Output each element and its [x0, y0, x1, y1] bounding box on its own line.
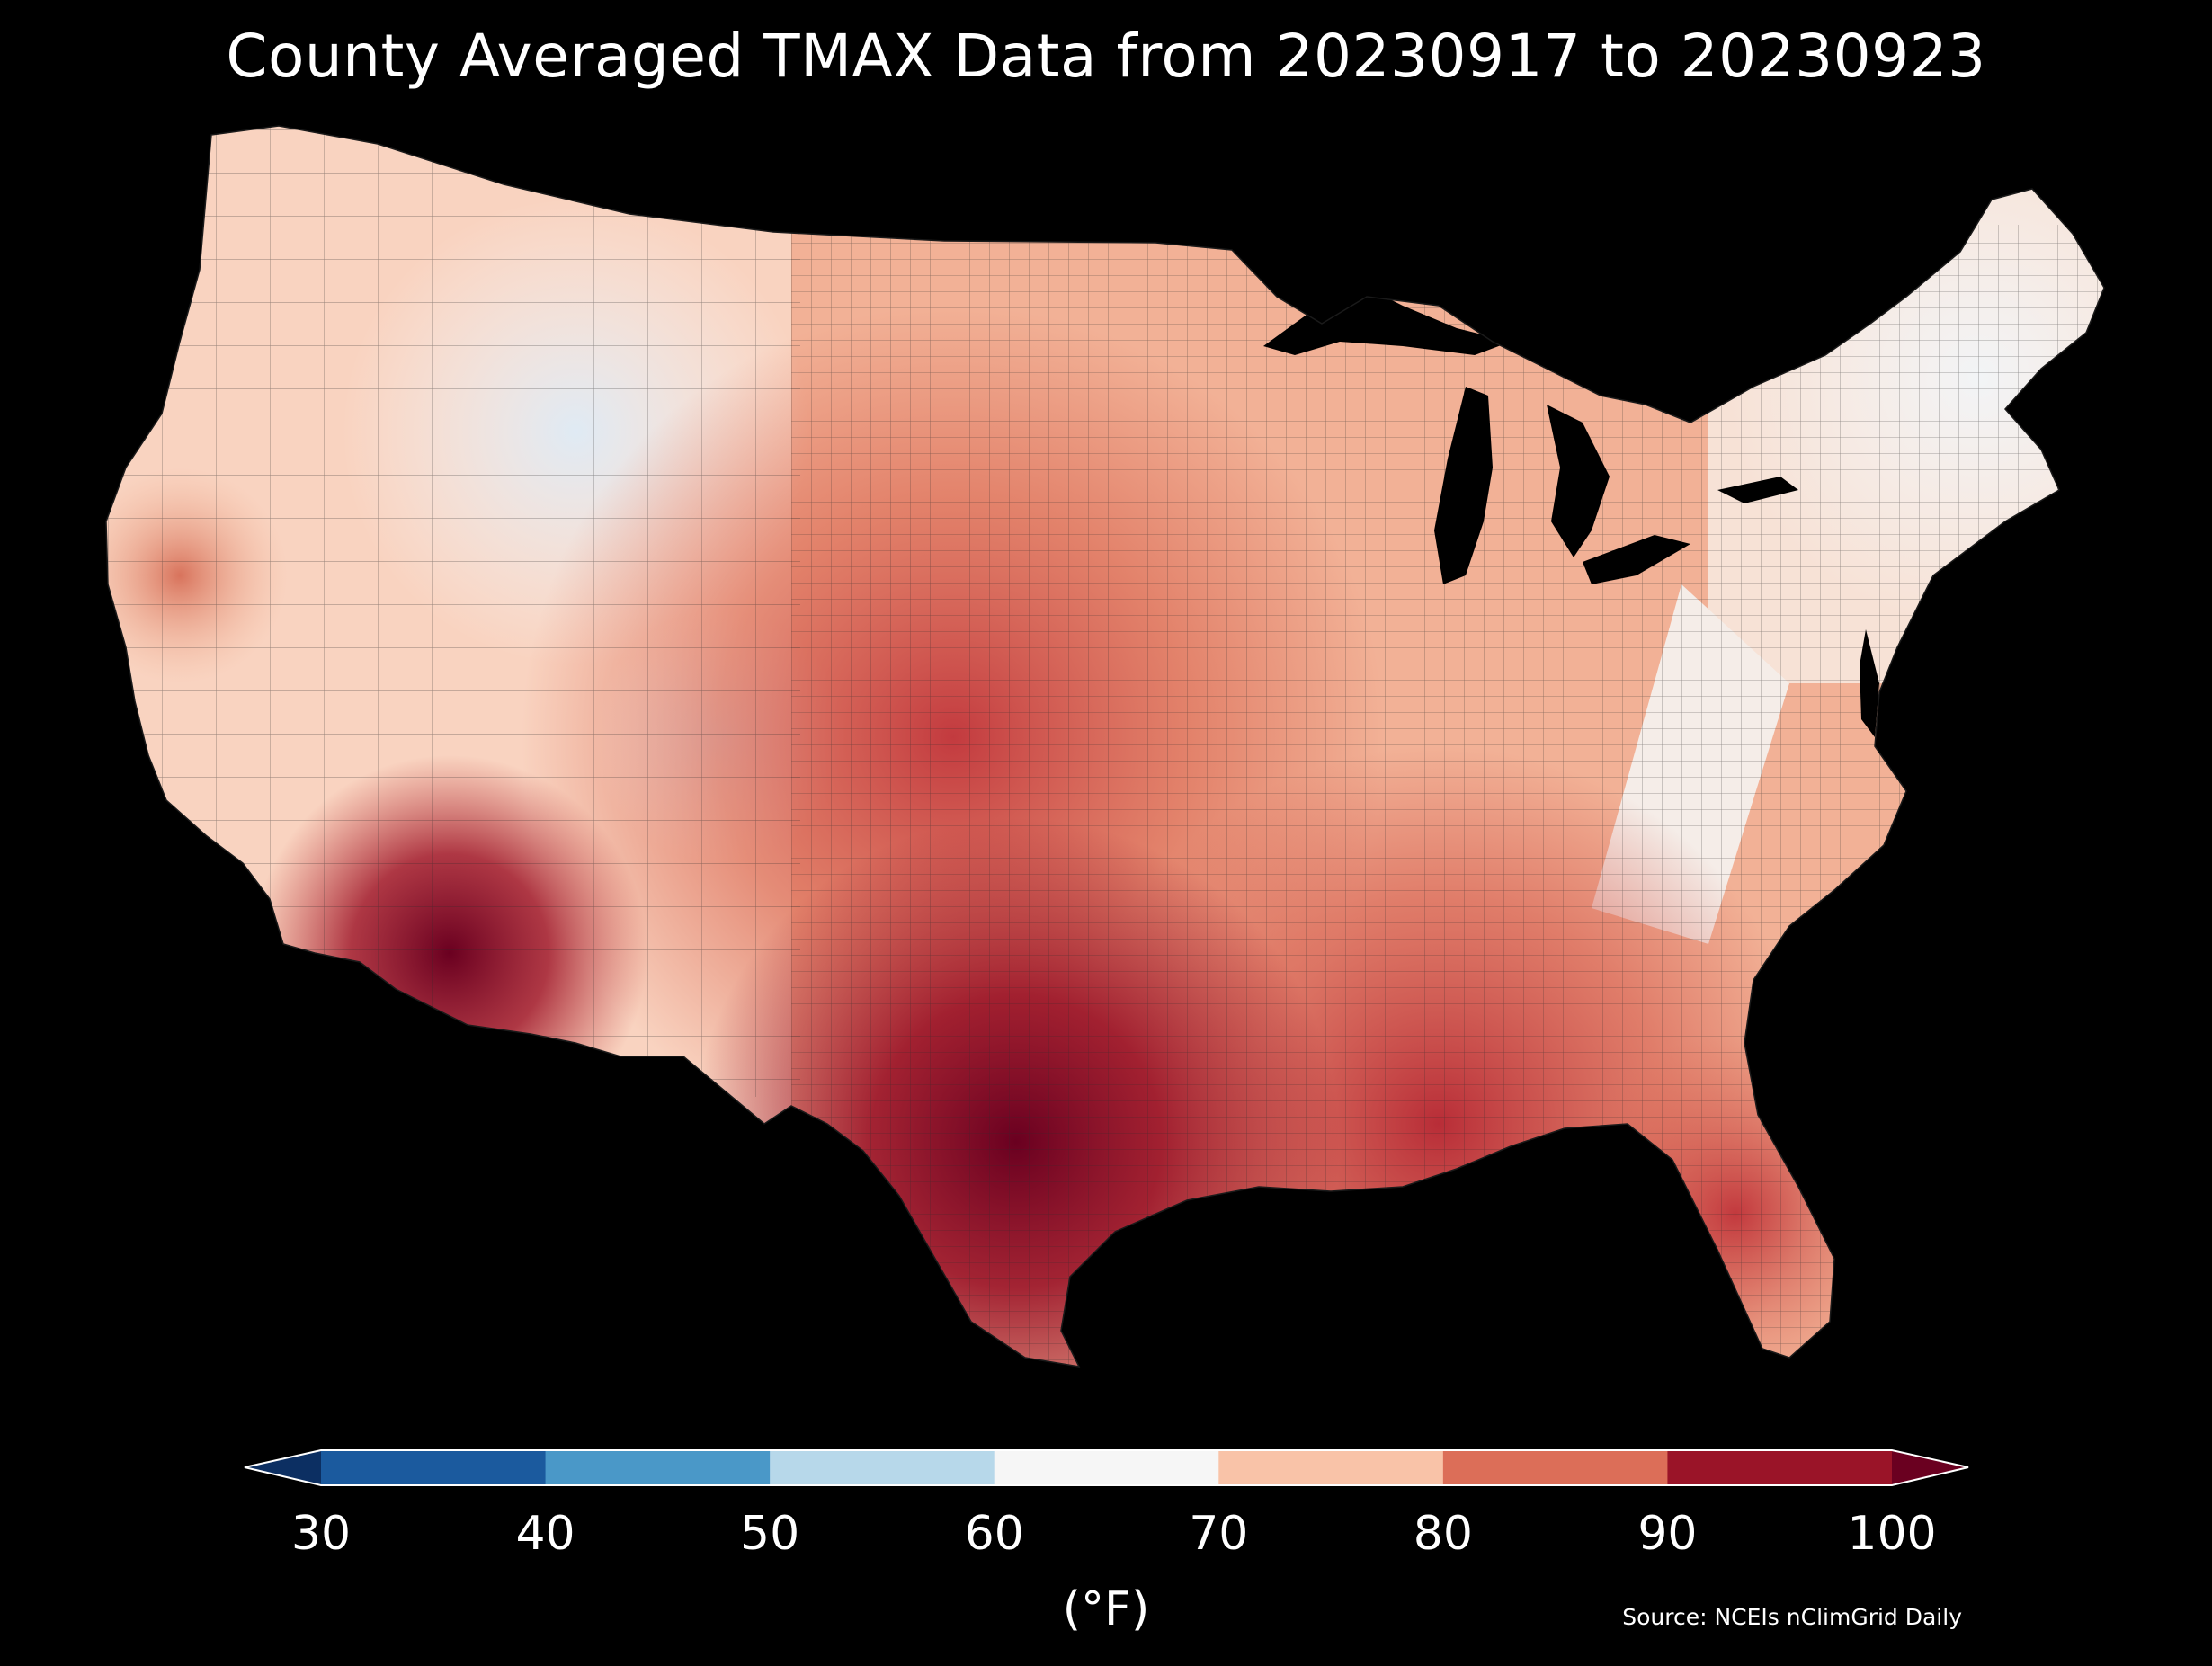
- colorbar-tick-label: 90: [1637, 1507, 1698, 1561]
- source-note: Source: NCEIs nClimGrid Daily: [1622, 1604, 1962, 1630]
- colorbar-tick-label: 60: [964, 1507, 1024, 1561]
- colorbar-extend-high: [1892, 1450, 1968, 1485]
- colorbar-bin-0: [321, 1450, 547, 1485]
- map-title: County Averaged TMAX Data from 20230917 …: [226, 22, 1986, 91]
- colorbar-bin-5: [1442, 1450, 1668, 1485]
- colorbar-tick-label: 50: [740, 1507, 800, 1561]
- colorbar-tick-label: 40: [515, 1507, 575, 1561]
- colorbar-bin-4: [1218, 1450, 1444, 1485]
- colorbar-bin-3: [994, 1450, 1219, 1485]
- lake-huron: [1547, 405, 1610, 557]
- lake-erie: [1583, 535, 1690, 584]
- colorbar-tick-label: 70: [1189, 1507, 1249, 1561]
- lake-michigan: [1434, 387, 1493, 584]
- lake-ontario: [1717, 477, 1798, 503]
- colorbar-extend-low: [245, 1450, 321, 1485]
- colorbar-bin-2: [770, 1450, 995, 1485]
- chesapeake-bay: [1860, 629, 1879, 737]
- colorbar-bin-6: [1667, 1450, 1893, 1485]
- colorbar-bin-1: [545, 1450, 771, 1485]
- colorbar-unit-label: (°F): [1062, 1582, 1150, 1636]
- colorbar-tick-label: 30: [290, 1507, 352, 1561]
- colorbar-tick-label: 80: [1413, 1507, 1473, 1561]
- colorbar-outline: [244, 1449, 1969, 1486]
- lake-superior: [1263, 288, 1511, 355]
- colorbar-tick-label: 100: [1847, 1507, 1937, 1561]
